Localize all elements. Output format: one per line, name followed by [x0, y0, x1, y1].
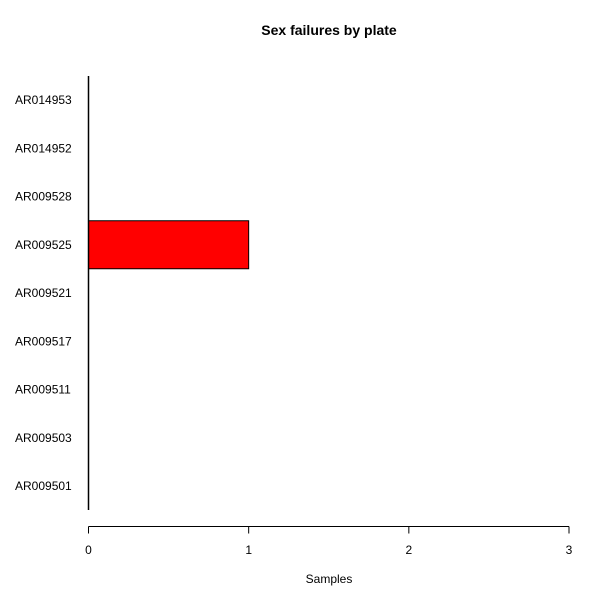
x-axis-label: Samples [306, 572, 353, 586]
bar-ar009525 [88, 220, 250, 270]
x-tick-label: 3 [566, 543, 573, 557]
chart-title: Sex failures by plate [261, 22, 397, 38]
category-label-ar014953: AR014953 [15, 93, 72, 107]
category-label-ar009517: AR009517 [15, 334, 72, 348]
x-axis: 0 1 2 3 [85, 526, 573, 557]
category-label-ar009521: AR009521 [15, 286, 72, 300]
bars-group [88, 220, 250, 270]
category-label-ar009511: AR009511 [15, 383, 71, 397]
category-label-ar009501: AR009501 [15, 479, 72, 493]
x-tick-label: 2 [405, 543, 412, 557]
category-label-ar009525: AR009525 [15, 238, 72, 252]
x-tick-label: 0 [85, 543, 92, 557]
category-label-ar009528: AR009528 [15, 190, 72, 204]
category-label-ar009503: AR009503 [15, 431, 72, 445]
category-labels-group: AR009501 AR009503 AR009511 AR009517 AR009521… [15, 93, 72, 493]
x-tick-label: 1 [245, 543, 252, 557]
category-label-ar014952: AR014952 [15, 141, 72, 155]
